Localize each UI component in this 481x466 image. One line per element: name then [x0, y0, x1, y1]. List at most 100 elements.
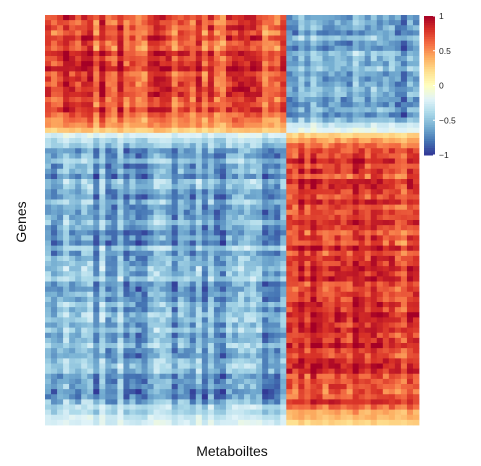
heatmap-cell: [201, 343, 209, 349]
heatmap-cell: [256, 20, 263, 26]
heatmap-cell: [358, 322, 366, 329]
heatmap-cell: [280, 368, 287, 375]
heatmap-cell: [304, 148, 311, 154]
heatmap-cell: [286, 71, 293, 77]
heatmap-cell: [201, 230, 209, 236]
heatmap-cell: [225, 343, 233, 349]
heatmap-cell: [322, 353, 329, 359]
heatmap-cell: [45, 302, 52, 308]
heatmap-cell: [117, 394, 124, 400]
heatmap-cell: [232, 35, 239, 42]
heatmap-cell: [45, 404, 52, 411]
heatmap-cell: [298, 368, 305, 375]
heatmap-cell: [219, 419, 227, 426]
heatmap-cell: [141, 132, 148, 139]
heatmap-cell: [213, 61, 221, 67]
heatmap-cell: [280, 322, 287, 329]
heatmap-cell: [376, 419, 384, 426]
heatmap-cell: [244, 117, 251, 124]
heatmap-cell: [81, 138, 88, 144]
heatmap-cell: [310, 138, 317, 144]
heatmap-cell: [298, 245, 305, 252]
heatmap-cell: [189, 199, 197, 206]
heatmap-cell: [171, 40, 179, 47]
heatmap-cell: [177, 240, 185, 247]
heatmap-cell: [334, 261, 341, 267]
heatmap-cell: [51, 276, 58, 282]
heatmap-cell: [195, 117, 203, 124]
heatmap-cell: [141, 56, 148, 62]
heatmap-cell: [280, 20, 287, 26]
heatmap-cell: [123, 409, 130, 416]
heatmap-cell: [388, 389, 396, 395]
heatmap-cell: [81, 173, 88, 180]
heatmap-cell: [382, 61, 390, 67]
heatmap-cell: [201, 419, 209, 426]
heatmap-cell: [57, 189, 64, 195]
heatmap-cell: [322, 317, 329, 323]
heatmap-cell: [364, 71, 372, 77]
heatmap-cell: [219, 389, 227, 395]
heatmap-cell: [232, 112, 239, 118]
heatmap-cell: [232, 230, 239, 236]
heatmap-cell: [406, 179, 414, 185]
heatmap-cell: [81, 414, 88, 421]
heatmap-cell: [51, 302, 58, 308]
heatmap-cell: [75, 45, 82, 52]
colorbar-swatch: [424, 76, 435, 80]
heatmap-cell: [262, 317, 269, 323]
heatmap-cell: [51, 343, 58, 349]
heatmap-cell: [334, 353, 341, 359]
heatmap-cell: [183, 225, 191, 231]
heatmap-cell: [207, 276, 215, 282]
heatmap-cell: [189, 343, 197, 349]
heatmap-cell: [213, 276, 221, 282]
heatmap-cell: [262, 30, 269, 36]
heatmap-cell: [153, 230, 161, 236]
heatmap-cell: [69, 419, 76, 426]
heatmap-cell: [45, 276, 52, 282]
heatmap-cell: [69, 194, 76, 200]
heatmap-cell: [328, 378, 335, 385]
heatmap-cell: [165, 184, 173, 190]
heatmap-cell: [232, 394, 239, 400]
heatmap-cell: [159, 414, 167, 421]
colorbar-swatch: [424, 64, 435, 68]
heatmap-cell: [358, 127, 366, 134]
heatmap-cell: [123, 230, 130, 236]
heatmap-cell: [322, 127, 329, 134]
heatmap-cell: [322, 307, 329, 313]
heatmap-cell: [123, 368, 130, 375]
heatmap-cell: [376, 189, 384, 195]
heatmap-cell: [316, 117, 323, 124]
heatmap-cell: [412, 409, 420, 416]
heatmap-cell: [322, 143, 329, 149]
heatmap-cell: [322, 220, 329, 226]
heatmap-cell: [268, 414, 275, 421]
heatmap-cell: [75, 404, 82, 411]
heatmap-cell: [201, 312, 209, 318]
heatmap-cell: [117, 255, 124, 262]
heatmap-cell: [213, 368, 221, 375]
heatmap-cell: [207, 81, 215, 88]
heatmap-cell: [346, 291, 354, 298]
heatmap-cell: [159, 61, 167, 67]
heatmap-cell: [45, 189, 52, 195]
heatmap-cell: [159, 404, 167, 411]
heatmap-cell: [388, 276, 396, 282]
heatmap-cell: [207, 127, 215, 134]
heatmap-cell: [364, 76, 372, 83]
heatmap-cell: [304, 394, 311, 400]
heatmap-cell: [105, 276, 112, 282]
heatmap-cell: [201, 112, 209, 118]
heatmap-cell: [57, 250, 64, 257]
heatmap-cell: [177, 337, 185, 344]
heatmap-cell: [159, 158, 167, 165]
heatmap-cell: [225, 250, 233, 257]
heatmap-cell: [376, 45, 384, 52]
heatmap-cell: [286, 138, 293, 144]
heatmap-cell: [298, 327, 305, 334]
heatmap-cell: [370, 378, 378, 385]
heatmap-cell: [394, 404, 402, 411]
heatmap-cell: [105, 404, 112, 411]
